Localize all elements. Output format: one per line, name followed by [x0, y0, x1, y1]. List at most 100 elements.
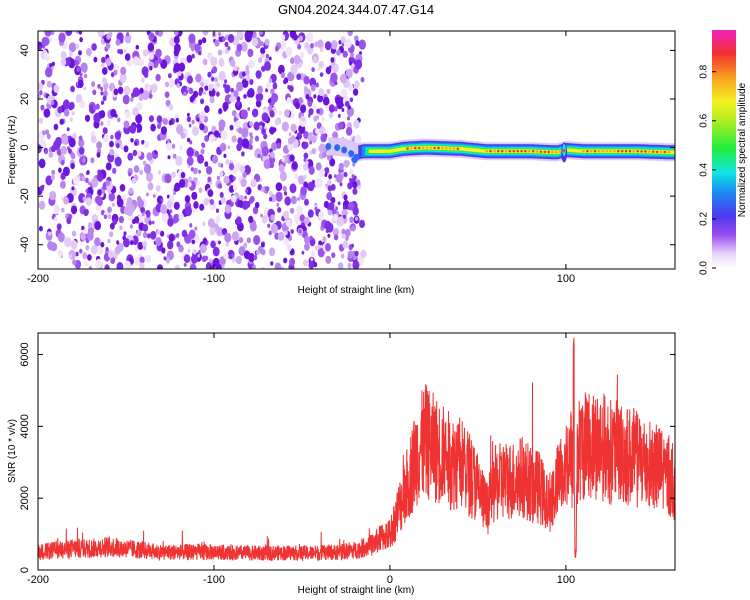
noise-blob: [215, 216, 221, 224]
band-peak: [406, 147, 409, 150]
band-peak: [667, 151, 670, 154]
noise-blob: [319, 72, 324, 77]
noise-blob: [138, 58, 145, 67]
noise-blob: [116, 262, 124, 269]
noise-blob: [71, 111, 75, 116]
noise-blob: [301, 250, 305, 255]
noise-blob: [139, 87, 144, 94]
noise-blob: [168, 73, 172, 79]
noise-blob: [62, 99, 70, 110]
snr-x-axis: -200 -100 0 100: [27, 333, 575, 586]
noise-blob: [148, 32, 155, 41]
noise-blob: [341, 42, 345, 47]
noise-blob: [298, 229, 302, 234]
noise-blob: [130, 97, 134, 102]
noise-blob: [236, 216, 242, 225]
noise-blob: [232, 176, 236, 181]
noise-blob: [218, 58, 225, 67]
noise-blob: [134, 257, 141, 266]
noise-blob: [204, 105, 210, 113]
noise-blob: [49, 63, 53, 68]
noise-blob: [271, 142, 277, 151]
spectrogram-y-axis: -40 -20 0 20 40: [19, 44, 675, 253]
noise-blob: [232, 184, 238, 191]
band-peak: [414, 146, 417, 150]
noise-blob: [87, 222, 93, 229]
band-peak: [659, 150, 663, 154]
noise-blob: [290, 64, 298, 75]
noise-blob: [329, 65, 332, 70]
noise-blob: [99, 110, 106, 119]
noise-blob: [132, 56, 140, 66]
noise-blob: [63, 196, 69, 205]
noise-blob: [71, 186, 75, 191]
noise-blob: [59, 118, 64, 125]
noise-blob: [328, 112, 334, 119]
noise-blob: [78, 50, 82, 56]
noise-blob: [265, 186, 270, 192]
noise-blob: [282, 185, 287, 192]
noise-blob: [92, 104, 98, 111]
band-peak: [593, 150, 597, 153]
noise-blob: [325, 243, 331, 252]
noise-blob: [237, 200, 244, 208]
noise-blob: [310, 84, 316, 92]
noise-blob: [318, 240, 323, 246]
noise-blob: [323, 200, 329, 209]
noise-blob: [309, 235, 313, 241]
noise-blob: [360, 77, 365, 83]
noise-blob: [142, 160, 147, 166]
band-peak: [493, 150, 496, 153]
noise-blob: [97, 31, 105, 38]
noise-blob: [71, 230, 77, 237]
noise-blob: [227, 33, 235, 43]
noise-blob: [239, 195, 244, 202]
band-peak: [589, 150, 593, 153]
noise-blob: [172, 153, 177, 159]
noise-blob: [117, 117, 121, 123]
noise-blob: [122, 194, 127, 201]
noise-blob: [143, 246, 147, 251]
noise-blob: [134, 216, 140, 224]
noise-blob: [354, 59, 363, 70]
noise-blob: [225, 241, 230, 248]
noise-blob: [343, 194, 348, 201]
noise-blob: [187, 137, 191, 143]
noise-blob: [338, 40, 342, 45]
noise-blob: [253, 235, 261, 245]
noise-blob: [315, 82, 320, 88]
noise-blob: [43, 108, 51, 118]
noise-blob: [201, 37, 207, 44]
noise-blob: [245, 69, 250, 76]
noise-blob: [245, 189, 249, 194]
noise-blob: [38, 144, 42, 154]
band-peak: [636, 150, 639, 153]
band-peak: [456, 147, 460, 150]
noise-blob: [131, 177, 137, 184]
band-peak: [609, 150, 612, 153]
noise-blob: [95, 258, 103, 269]
noise-blob: [129, 224, 133, 229]
noise-blob: [287, 71, 295, 82]
band-peak: [539, 150, 543, 153]
band-peak: [516, 150, 519, 153]
band-peak: [531, 150, 535, 153]
noise-blob: [333, 106, 338, 112]
band-peak: [555, 151, 558, 154]
noise-blob: [345, 38, 352, 49]
noise-blob: [351, 174, 355, 179]
noise-blob: [275, 191, 283, 202]
noise-blob: [303, 86, 308, 92]
noise-blob: [79, 72, 83, 77]
noise-blob: [324, 167, 330, 175]
noise-blob: [308, 166, 315, 175]
noise-blob: [119, 184, 126, 192]
noise-blob: [79, 248, 83, 254]
noise-blob: [283, 210, 290, 220]
noise-blob: [94, 221, 101, 231]
noise-blob: [287, 141, 294, 152]
noise-blob: [190, 167, 194, 172]
spectrogram-x-axis: -200 -100 100: [27, 31, 575, 285]
noise-blob: [313, 94, 317, 99]
noise-blob: [229, 124, 234, 131]
